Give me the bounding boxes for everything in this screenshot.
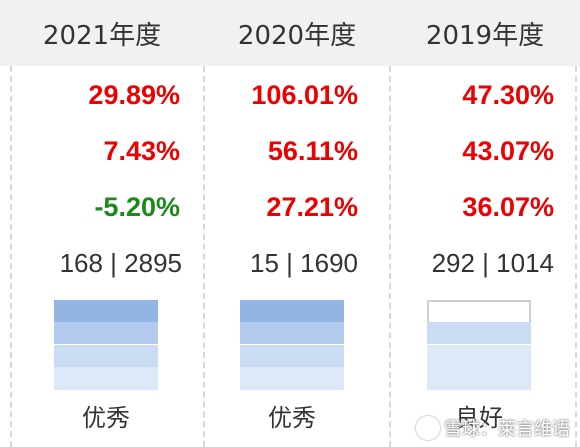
metric-value: 29.89% <box>88 80 180 110</box>
rating-label: 优秀 <box>82 404 130 432</box>
rating-segment <box>54 345 158 367</box>
rating-segment <box>240 367 344 390</box>
column-divider <box>10 66 12 447</box>
rating-segment <box>54 300 158 322</box>
year-header-2021: 2021年度 <box>42 20 162 51</box>
rank-value: 15 | 1690 <box>250 248 358 278</box>
rating-bar <box>54 300 158 390</box>
metric-value: 36.07% <box>462 192 554 222</box>
table-header: 2021年度 2020年度 2019年度 <box>0 0 580 66</box>
rating-bar <box>240 300 344 390</box>
column-divider <box>389 66 391 447</box>
rating-segment <box>427 345 531 367</box>
rating-bar <box>427 300 531 390</box>
metric-value: 56.11% <box>267 136 358 166</box>
rank-value: 292 | 1014 <box>431 248 554 278</box>
metric-value: 7.43% <box>103 136 180 166</box>
column-divider <box>575 66 577 447</box>
metric-value: -5.20% <box>94 192 180 222</box>
rating-segment <box>427 322 531 344</box>
rating-segment <box>54 367 158 390</box>
rating-segment <box>427 367 531 390</box>
watermark-text: 雪球：莱言维语 <box>444 419 570 440</box>
rank-value: 168 | 2895 <box>59 248 182 278</box>
snowball-logo-icon <box>416 416 440 440</box>
watermark: 雪球：莱言维语 <box>416 415 570 441</box>
rating-segment <box>240 322 344 344</box>
year-header-2020: 2020年度 <box>237 20 357 51</box>
column-divider <box>203 66 205 447</box>
rating-segment <box>54 322 158 344</box>
rating-segment <box>427 300 531 322</box>
rating-segment <box>240 345 344 367</box>
metric-value: 106.01% <box>251 80 358 110</box>
rating-label: 优秀 <box>268 404 316 432</box>
year-header-2019: 2019年度 <box>425 20 545 51</box>
metric-value: 27.21% <box>266 192 358 222</box>
metric-value: 47.30% <box>462 80 554 110</box>
metric-value: 43.07% <box>462 136 554 166</box>
rating-segment <box>240 300 344 322</box>
rating-label: 良好 <box>455 404 503 432</box>
